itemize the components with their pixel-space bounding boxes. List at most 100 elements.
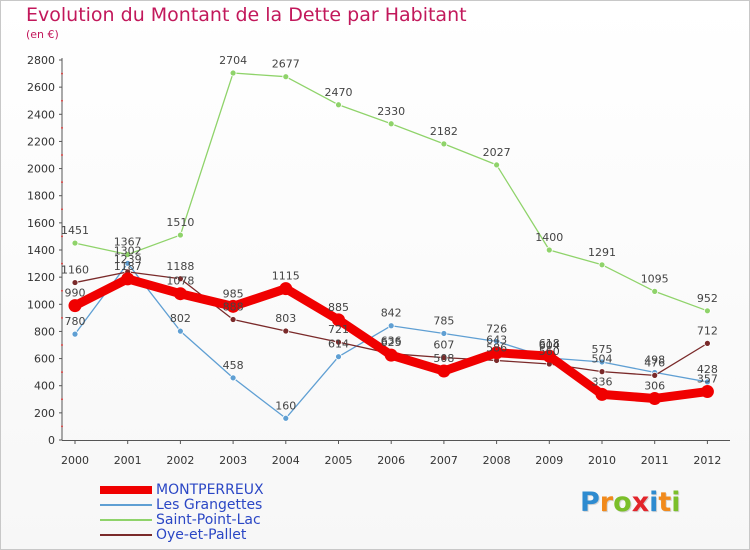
data-label: 508	[433, 352, 454, 365]
data-point	[229, 374, 237, 382]
x-tick-label: 2000	[61, 454, 89, 467]
legend-label-oye-et-pallet: Oye-et-Pallet	[156, 527, 247, 543]
data-label: 336	[592, 375, 613, 388]
y-tick-label: 600	[34, 353, 55, 366]
chart-title: Evolution du Montant de la Dette par Hab…	[26, 4, 467, 26]
legend-label-saint-point-lac: Saint-Point-Lac	[156, 512, 261, 528]
logo-letter: x	[631, 487, 650, 518]
data-point	[279, 282, 293, 296]
data-label: 586	[486, 341, 507, 354]
y-tick-label: 1000	[27, 298, 55, 311]
y-minor-tick	[61, 398, 63, 401]
data-label: 1451	[61, 224, 89, 237]
data-point	[226, 299, 240, 313]
logo-letter: P	[580, 487, 600, 518]
y-minor-tick	[61, 72, 63, 75]
x-tick-label: 2008	[483, 454, 511, 467]
y-tick-label: 200	[34, 407, 55, 420]
data-point	[704, 339, 711, 347]
data-point	[332, 313, 345, 327]
data-label: 306	[644, 379, 665, 392]
data-label: 2677	[272, 58, 300, 71]
data-point	[648, 391, 662, 405]
data-point	[598, 261, 606, 269]
data-label: 2027	[483, 146, 511, 159]
data-label: 604	[539, 339, 560, 352]
data-point	[387, 322, 395, 330]
data-label: 614	[328, 338, 349, 351]
data-label: 1367	[114, 235, 142, 248]
data-point	[68, 299, 82, 313]
data-label: 625	[381, 336, 402, 349]
data-point	[124, 251, 132, 258]
data-point	[335, 101, 342, 109]
data-point	[440, 140, 448, 148]
legend-swatch-les-grangettes	[100, 504, 152, 506]
data-label: 643	[486, 334, 507, 347]
x-tick-label: 2006	[377, 454, 405, 467]
data-point	[545, 246, 553, 254]
x-tick-label: 2003	[219, 454, 247, 467]
data-point	[387, 120, 395, 128]
data-point	[440, 330, 448, 337]
data-label: 1187	[114, 260, 142, 273]
y-minor-tick	[61, 289, 63, 292]
data-label: 803	[275, 312, 296, 325]
data-label: 636	[381, 335, 402, 348]
data-label: 458	[223, 359, 244, 372]
data-point	[173, 287, 187, 301]
data-point	[490, 346, 504, 360]
data-label: 785	[433, 314, 454, 327]
logo-letter: i	[649, 487, 659, 518]
data-label: 888	[223, 300, 244, 313]
y-tick-label: 2400	[27, 108, 55, 121]
y-minor-tick	[61, 316, 63, 319]
data-label: 985	[223, 287, 244, 300]
data-point	[598, 368, 606, 376]
x-tick-label: 2005	[325, 454, 353, 467]
y-minor-tick	[61, 235, 63, 238]
data-label: 712	[697, 324, 718, 337]
y-tick-label: 1600	[27, 217, 55, 230]
data-point	[121, 272, 135, 286]
y-tick-label: 2800	[27, 54, 55, 67]
y-minor-tick	[61, 154, 63, 156]
data-label: 885	[328, 301, 349, 314]
y-tick-label: 2200	[27, 135, 55, 148]
data-point	[71, 279, 79, 286]
data-point	[384, 348, 398, 362]
chart-subtitle: (en €)	[26, 28, 59, 41]
data-label: 2470	[325, 86, 353, 99]
data-point	[282, 327, 290, 335]
data-label: 428	[697, 363, 718, 376]
data-label: 2704	[219, 54, 247, 67]
data-point	[598, 358, 606, 366]
data-point	[71, 330, 79, 338]
data-label: 1510	[166, 216, 194, 229]
logo-letter: i	[671, 487, 681, 518]
y-tick-label: 800	[34, 325, 55, 338]
x-tick-label: 2007	[430, 454, 458, 467]
legend-label-les-grangettes: Les Grangettes	[156, 497, 263, 513]
y-tick-label: 1400	[27, 244, 55, 257]
y-minor-tick	[61, 344, 63, 346]
data-point	[229, 69, 237, 77]
x-tick-label: 2009	[535, 454, 563, 467]
legend-label-montperreux: MONTPERREUX	[156, 482, 264, 498]
data-point	[124, 259, 132, 267]
y-tick-label: 400	[34, 380, 55, 393]
x-tick-label: 2004	[272, 454, 300, 467]
data-label: 1400	[535, 231, 563, 244]
data-label: 607	[433, 339, 454, 352]
proxiti-logo: Proxiti	[580, 487, 681, 518]
data-label: 1160	[61, 264, 89, 277]
data-point	[176, 231, 184, 239]
legend-swatch-oye-et-pallet	[100, 534, 152, 536]
data-label: 560	[539, 345, 560, 358]
data-point	[493, 338, 501, 345]
data-point	[704, 307, 711, 315]
data-label: 1188	[166, 260, 194, 273]
data-label: 160	[275, 399, 296, 412]
data-label: 780	[65, 315, 86, 328]
